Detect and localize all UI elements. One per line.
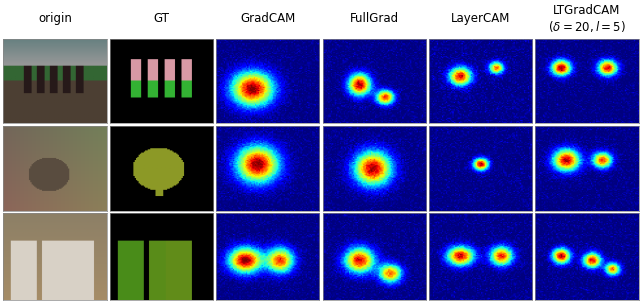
Text: GT: GT [154, 12, 170, 25]
Text: GradCAM: GradCAM [240, 12, 296, 25]
Text: LTGradCAM
($\delta = 20, l = 5$): LTGradCAM ($\delta = 20, l = 5$) [548, 4, 626, 34]
Text: FullGrad: FullGrad [349, 12, 399, 25]
Text: LayerCAM: LayerCAM [451, 12, 510, 25]
Text: origin: origin [38, 12, 72, 25]
